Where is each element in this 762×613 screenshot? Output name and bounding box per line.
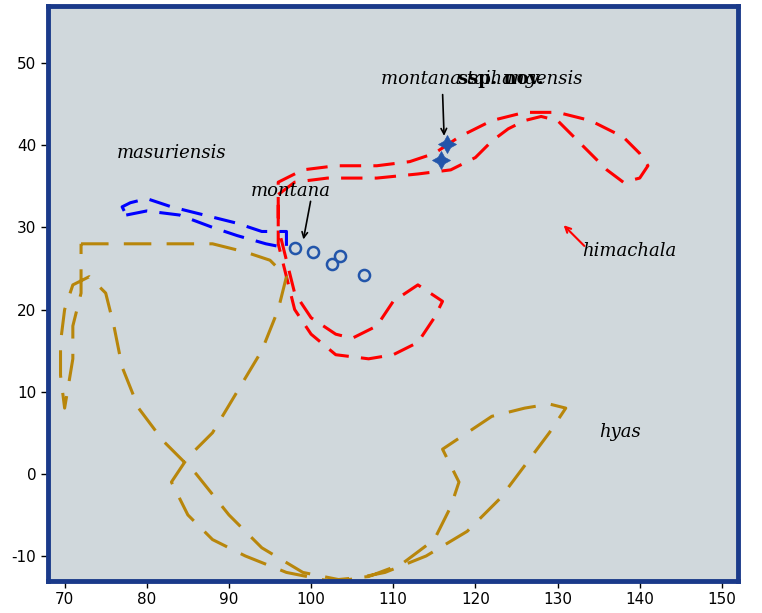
Text: masuriensis: masuriensis — [117, 143, 226, 162]
Text: hyas: hyas — [599, 423, 640, 441]
Text: montana taihangensis: montana taihangensis — [381, 70, 588, 88]
Text: montana: montana — [251, 182, 331, 200]
Text: ssp. nov.: ssp. nov. — [458, 70, 543, 88]
Text: himachala: himachala — [582, 242, 677, 260]
